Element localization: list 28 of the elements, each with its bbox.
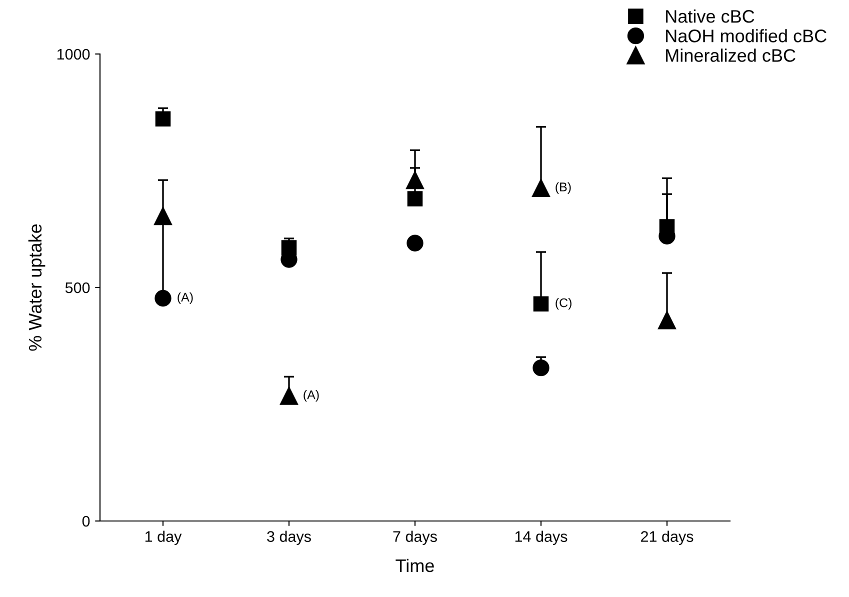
point [406, 234, 424, 252]
x-axis-title: Time [396, 558, 434, 572]
legend-label: Mineralized cBC [666, 48, 796, 62]
point [532, 359, 550, 376]
x-tick-label: 3 days [267, 530, 311, 545]
point [658, 311, 676, 330]
annotation: (A) [178, 292, 193, 304]
annotation: (B) [556, 182, 571, 194]
point [533, 296, 549, 312]
point [154, 207, 172, 226]
point [407, 191, 423, 206]
legend-label: Native cBC [666, 10, 754, 23]
y-tick-label: 500 [65, 282, 90, 294]
point [280, 386, 298, 405]
point [406, 171, 424, 190]
x-tick-label: 7 days [393, 530, 437, 545]
point [532, 179, 550, 198]
y-tick-label: 0 [82, 516, 90, 527]
x-tick-label: 14 days [515, 530, 568, 545]
point [154, 290, 172, 307]
x-tick-label: 21 days [641, 530, 694, 545]
y-tick-label: 1000 [57, 48, 90, 60]
y-axis-title: % Water uptake [28, 224, 46, 351]
point [155, 111, 171, 127]
x-tick-label: 1 day [145, 530, 182, 545]
legend-label: NaOH modified cBC [666, 29, 826, 42]
annotation: (A) [304, 390, 319, 402]
annotation: (C) [556, 298, 572, 310]
